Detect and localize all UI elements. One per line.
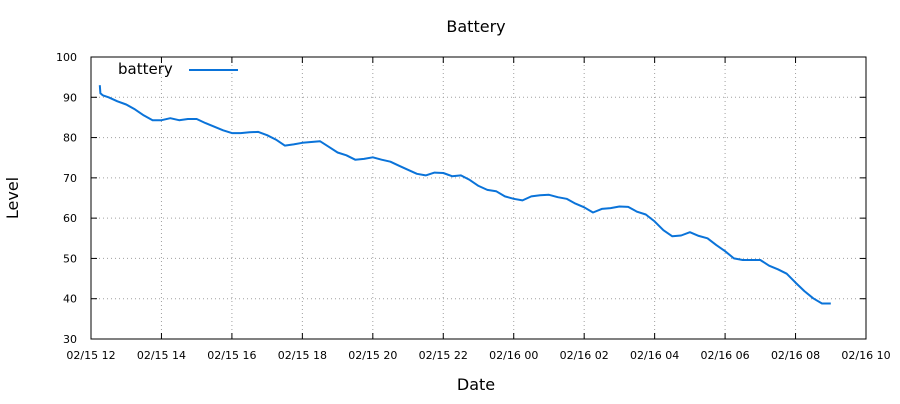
y-tick-label: 30	[63, 333, 77, 346]
x-tick-label: 02/15 20	[348, 349, 397, 362]
plot-frame	[90, 56, 867, 340]
y-tick-label: 70	[63, 172, 77, 185]
x-tick-label: 02/16 02	[560, 349, 609, 362]
y-tick-label: 40	[63, 293, 77, 306]
battery-series-line	[98, 85, 831, 305]
y-tick-label: 80	[63, 132, 77, 145]
y-axis-title: Level	[3, 177, 22, 219]
x-tick-label: 02/16 06	[700, 349, 749, 362]
tick-labels: 02/15 12 02/15 14 02/15 16 02/15 18 02/15 20…	[56, 51, 891, 362]
chart-title: Battery	[446, 17, 505, 36]
x-tick-label: 02/15 18	[278, 349, 327, 362]
x-tick-label: 02/16 04	[630, 349, 679, 362]
legend: battery	[118, 60, 238, 78]
x-tick-label: 02/15 14	[137, 349, 186, 362]
x-tick-label: 02/15 12	[66, 349, 115, 362]
y-tick-label: 50	[63, 252, 77, 265]
y-tick-label: 60	[63, 212, 77, 225]
x-tick-label: 02/15 22	[419, 349, 468, 362]
x-tick-label: 02/16 00	[489, 349, 538, 362]
legend-label: battery	[118, 60, 173, 78]
grid-lines	[91, 57, 866, 339]
x-tick-label: 02/16 08	[771, 349, 820, 362]
y-tick-label: 100	[56, 51, 77, 64]
y-tick-label: 90	[63, 91, 77, 104]
x-axis-title: Date	[457, 375, 495, 394]
x-tick-label: 02/15 16	[207, 349, 256, 362]
axis-ticks	[90, 56, 867, 340]
x-tick-label: 02/16 10	[841, 349, 890, 362]
